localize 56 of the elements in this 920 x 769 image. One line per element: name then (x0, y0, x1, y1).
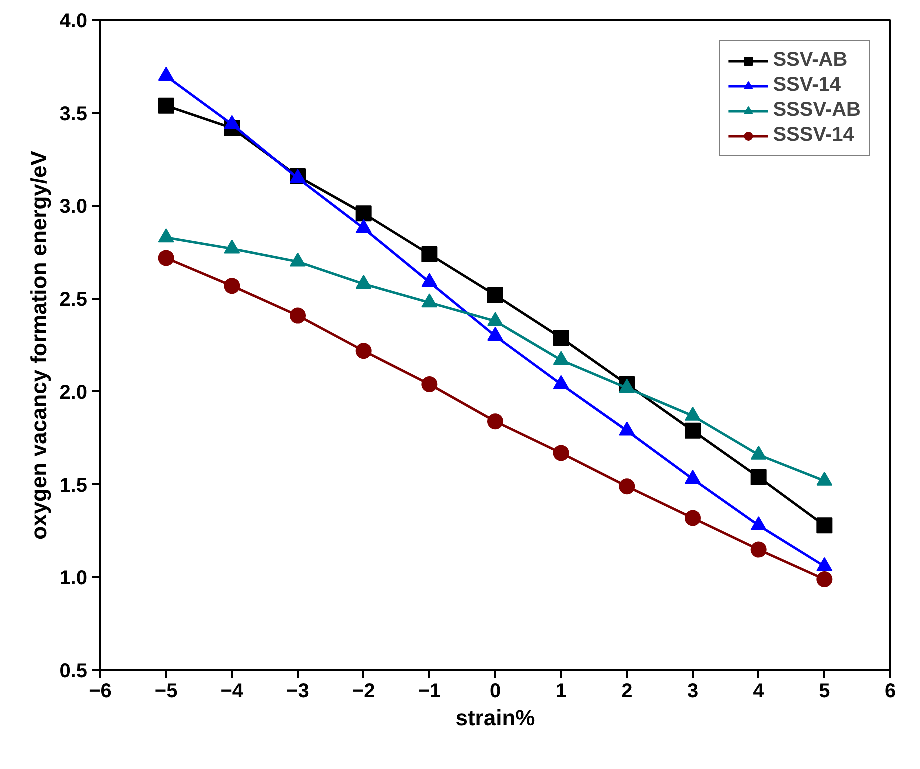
point (816, 518, 833, 534)
x-tick-label: −2 (352, 680, 376, 702)
x-tick-label: 1 (556, 680, 567, 702)
point (488, 327, 504, 342)
point (224, 278, 240, 294)
point (224, 115, 240, 130)
point (422, 273, 438, 288)
x-tick-label: 0 (490, 680, 502, 702)
x-tick-label: −3 (286, 680, 310, 702)
point (356, 219, 372, 234)
y-tick-label: 2.0 (60, 382, 88, 404)
y-tick-label: 3.0 (60, 196, 88, 218)
x-tick-label: −4 (220, 680, 244, 702)
legend-label: SSSV-14 (773, 124, 854, 147)
x-tick-label: −5 (154, 680, 178, 702)
x-tick-label: 4 (753, 680, 766, 702)
x-tick-label: −6 (89, 680, 112, 702)
point (158, 228, 174, 243)
x-tick-label: −1 (418, 680, 442, 702)
x-axis-title: strain% (456, 706, 536, 730)
point (224, 240, 240, 254)
legend-label: SSV-AB (773, 49, 848, 72)
point (290, 252, 306, 267)
point (488, 287, 504, 304)
point (356, 343, 372, 360)
point (422, 294, 438, 308)
y-tick-label: 4.0 (60, 10, 88, 32)
point (553, 445, 570, 462)
point (158, 250, 174, 266)
y-tick-label: 2.5 (60, 289, 88, 312)
point (685, 510, 701, 526)
point (750, 542, 767, 558)
point (816, 572, 833, 588)
point (422, 246, 438, 262)
y-tick-label: 1.5 (60, 474, 88, 497)
y-tick-label: 3.5 (60, 103, 88, 126)
x-tick-label: 2 (622, 680, 633, 702)
point (488, 414, 504, 430)
point (553, 351, 570, 366)
x-tick-label: 5 (819, 680, 830, 702)
x-tick-label: 6 (884, 680, 896, 702)
y-tick-label: 1.0 (60, 568, 88, 590)
point (488, 312, 504, 326)
point (158, 67, 174, 82)
point (750, 469, 767, 486)
x-tick-label: 3 (687, 680, 699, 702)
point (685, 422, 701, 439)
legend-label: SSSV-AB (773, 99, 861, 122)
point (356, 275, 372, 290)
point (290, 308, 306, 324)
y-axis-title: oxygen vacancy formation energy/eV (26, 150, 52, 540)
point (619, 478, 636, 495)
point (422, 376, 438, 392)
point (553, 330, 570, 346)
y-tick-label: 0.5 (60, 660, 88, 682)
legend-label: SSV-14 (773, 74, 842, 97)
